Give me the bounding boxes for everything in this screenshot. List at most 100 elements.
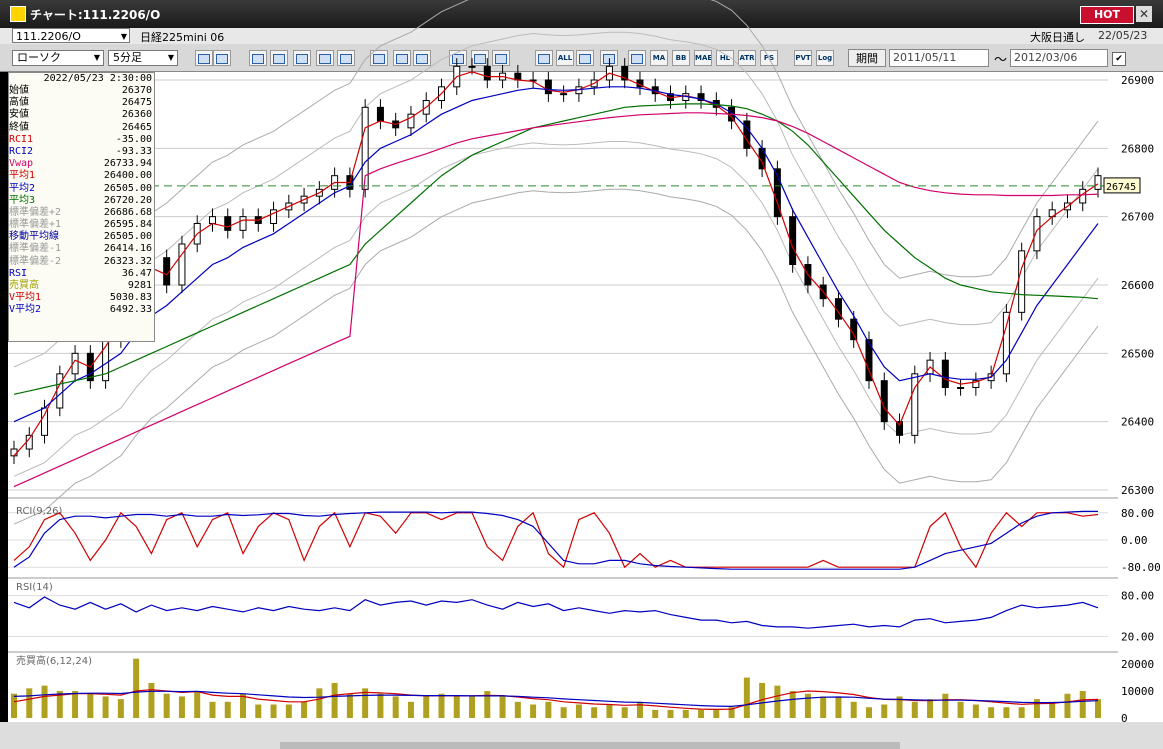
volume-bar <box>72 691 79 718</box>
toolbar-button-pvt[interactable]: PVT <box>794 50 812 66</box>
volume-bar <box>865 707 872 718</box>
date-from-field[interactable]: 2011/05/11 <box>889 49 989 67</box>
toolbar-button-log[interactable]: Log <box>816 50 834 66</box>
toolbar-button-tool-5[interactable] <box>316 50 334 66</box>
volume-bar <box>499 696 506 718</box>
volume-bar <box>301 701 308 718</box>
sub-tick-label: 80.00 <box>1121 507 1154 520</box>
data-info-panel: 2022/05/23 2:30:00 始値 26370 高値 26475 安値 26360… <box>8 72 155 342</box>
volume-bar <box>972 704 979 718</box>
toolbar-button-tool-12[interactable] <box>492 50 510 66</box>
series-line-平均1 <box>13 71 1099 457</box>
bollinger-band <box>13 188 1099 525</box>
toolbar-button-tool-8[interactable] <box>393 50 411 66</box>
toolbar-button-tool-2[interactable] <box>249 50 267 66</box>
volume-bar <box>270 704 277 718</box>
price-tick-label: 26900 <box>1121 74 1154 87</box>
volume-bar <box>606 704 613 718</box>
candle-body <box>911 373 919 436</box>
interval-select[interactable]: 5分足 ▼ <box>108 50 178 66</box>
info-value: -93.33 <box>115 145 152 157</box>
volume-bar <box>1033 699 1040 718</box>
volume-bar <box>911 701 918 718</box>
toolbar-button-atr[interactable]: ATR <box>738 50 756 66</box>
range-separator: 〜 <box>994 53 1008 68</box>
candle-body <box>208 216 216 225</box>
info-label: 終値 <box>9 121 29 133</box>
candle-body <box>468 65 476 68</box>
volume-bar <box>804 693 811 718</box>
horizontal-scrollbar[interactable] <box>280 742 900 749</box>
info-label: RCI2 <box>9 145 34 157</box>
volume-bar <box>163 693 170 718</box>
volume-bar <box>56 691 63 718</box>
volume-bar <box>255 704 262 718</box>
sub-tick-label: 80.00 <box>1121 590 1154 603</box>
info-value: 26360 <box>121 109 152 121</box>
date-to-field[interactable]: 2012/03/06 <box>1010 49 1108 67</box>
interval-value: 5分足 <box>113 51 142 64</box>
info-row: 標準偏差-1 26414.16 <box>9 243 154 255</box>
toolbar-button-tool-17[interactable] <box>628 50 646 66</box>
toolbar-button-tool-3[interactable] <box>270 50 288 66</box>
pane-title: 売買高(6,12,24) <box>16 654 92 667</box>
volume-bar <box>881 704 888 718</box>
toolbar-button-tool-6[interactable] <box>337 50 355 66</box>
toolbar-button-ma[interactable]: MA <box>650 50 668 66</box>
volume-bar <box>743 677 750 718</box>
price-tick-label: 26600 <box>1121 279 1154 292</box>
symbol-bar: 111.2206/O ▼ 日経225mini 06 大阪日通し 22/05/23 <box>0 28 1163 44</box>
toolbar-button-tool-9[interactable] <box>413 50 431 66</box>
volume-bar <box>896 696 903 718</box>
volume-bar <box>652 709 659 718</box>
period-button[interactable]: 期間 <box>848 49 886 67</box>
info-label: 平均3 <box>9 194 36 206</box>
series-line-RCI2 <box>13 510 1098 570</box>
volume-bar <box>530 704 537 718</box>
toolbar-button-tool-15[interactable] <box>576 50 594 66</box>
candle-body <box>1033 216 1041 252</box>
candle-body <box>697 93 705 101</box>
chart-area[interactable] <box>8 72 1118 722</box>
toolbar-button-all[interactable]: ALL <box>556 50 574 66</box>
toolbar-button-tool-1[interactable] <box>213 50 231 66</box>
volume-bar <box>713 709 720 718</box>
info-label: 平均2 <box>9 182 36 194</box>
apply-checkbox[interactable]: ✔ <box>1112 52 1126 66</box>
toolbar-button-tool-4[interactable] <box>293 50 311 66</box>
info-label: 標準偏差+2 <box>9 206 62 218</box>
candle-body <box>544 79 552 95</box>
toolbar-button-tool-11[interactable] <box>471 50 489 66</box>
candle-body <box>270 209 278 224</box>
toolbar-button-tool-7[interactable] <box>370 50 388 66</box>
volume-bar <box>560 707 567 718</box>
info-value: 26720.20 <box>103 194 152 206</box>
candle-body <box>10 448 18 457</box>
info-row: 標準偏差+1 26595.84 <box>9 219 154 231</box>
toolbar-button-bb[interactable]: BB <box>672 50 690 66</box>
volume-bar <box>41 685 48 718</box>
volume-bar <box>545 701 552 718</box>
symbol-code-select[interactable]: 111.2206/O ▼ <box>12 28 130 43</box>
date-to-value: 2012/03/06 <box>1014 51 1078 64</box>
volume-tick-label: 10000 <box>1121 685 1154 698</box>
toolbar-button-mae[interactable]: MAE <box>694 50 712 66</box>
info-value: 26733.94 <box>103 158 152 170</box>
chart-type-select[interactable]: ローソク ▼ <box>12 50 104 66</box>
candle-body <box>224 216 232 231</box>
hot-button[interactable]: HOT <box>1080 6 1134 24</box>
chevron-down-icon: ▼ <box>93 53 100 62</box>
volume-bar <box>407 701 414 718</box>
toolbar-button-tool-0[interactable] <box>195 50 213 66</box>
volume-tick-label: 20000 <box>1121 658 1154 671</box>
info-label: V平均1 <box>9 292 42 304</box>
toolbar-button-hl[interactable]: HL <box>716 50 734 66</box>
info-label: 始値 <box>9 85 29 96</box>
toolbar-button-tool-13[interactable] <box>535 50 553 66</box>
close-icon[interactable]: ✕ <box>1136 6 1152 22</box>
candle-body <box>25 434 33 450</box>
volume-bar <box>285 704 292 718</box>
volume-bar <box>346 693 353 718</box>
info-label: Vwap <box>9 158 34 170</box>
volume-bar <box>514 701 521 718</box>
